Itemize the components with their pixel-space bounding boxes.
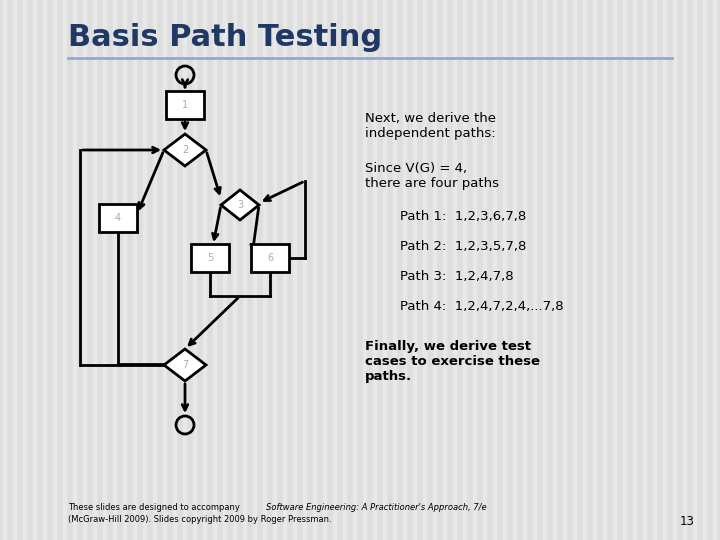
Bar (99, 204, 137, 232)
Text: 7: 7 (182, 360, 188, 370)
Text: Next, we derive the
independent paths:: Next, we derive the independent paths: (365, 112, 496, 140)
Text: Since V(G) = 4,
there are four paths: Since V(G) = 4, there are four paths (365, 162, 499, 190)
Text: Path 2:  1,2,3,5,7,8: Path 2: 1,2,3,5,7,8 (400, 240, 526, 253)
Text: 1: 1 (182, 100, 188, 110)
Polygon shape (164, 134, 206, 166)
Text: 3: 3 (237, 200, 243, 210)
Bar (166, 91, 204, 119)
Text: Path 4:  1,2,4,7,2,4,...7,8: Path 4: 1,2,4,7,2,4,...7,8 (400, 300, 564, 313)
Bar (251, 244, 289, 272)
Text: Finally, we derive test
cases to exercise these
paths.: Finally, we derive test cases to exercis… (365, 340, 540, 383)
Text: Path 1:  1,2,3,6,7,8: Path 1: 1,2,3,6,7,8 (400, 210, 526, 223)
Polygon shape (164, 349, 206, 381)
Text: 4: 4 (115, 213, 121, 223)
Text: 13: 13 (680, 515, 695, 528)
Bar (191, 244, 229, 272)
Text: Basis Path Testing: Basis Path Testing (68, 24, 382, 52)
Text: (McGraw-Hill 2009). Slides copyright 2009 by Roger Pressman.: (McGraw-Hill 2009). Slides copyright 200… (68, 515, 332, 524)
Text: 5: 5 (207, 253, 213, 263)
Text: These slides are designed to accompany: These slides are designed to accompany (68, 503, 243, 512)
Text: 6: 6 (267, 253, 273, 263)
Polygon shape (221, 190, 259, 220)
Text: 2: 2 (182, 145, 188, 155)
Text: Software Engineering: A Practitioner's Approach, 7/e: Software Engineering: A Practitioner's A… (266, 503, 487, 512)
Text: Path 3:  1,2,4,7,8: Path 3: 1,2,4,7,8 (400, 270, 513, 283)
